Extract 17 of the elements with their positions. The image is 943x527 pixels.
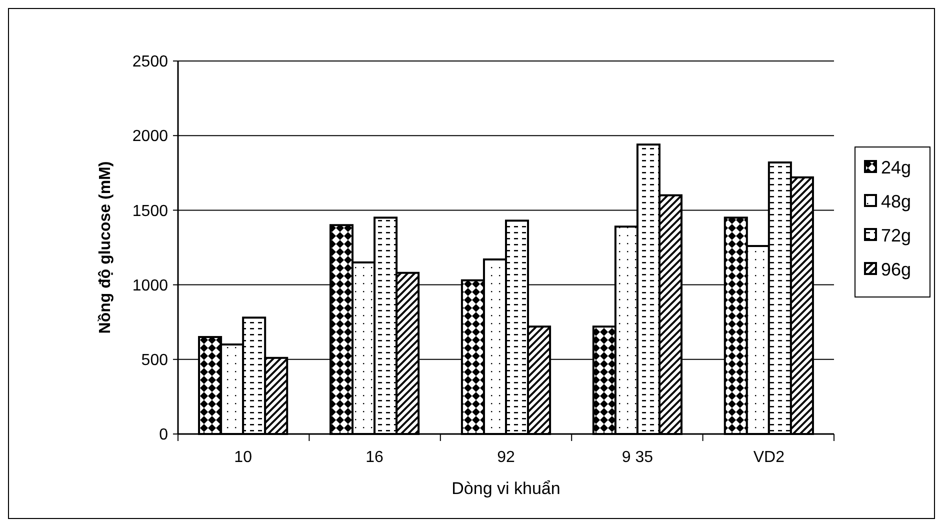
y-tick-label: 2500 <box>132 54 168 71</box>
x-axis-title: Dòng vi khuẩn <box>452 479 560 498</box>
x-tick-label: 10 <box>234 449 252 466</box>
y-tick-label: 2000 <box>132 128 168 146</box>
x-tick-label: 9 35 <box>622 449 654 466</box>
y-tick-label: 500 <box>141 352 168 369</box>
x-tick-label: 16 <box>366 449 384 466</box>
legend-label: 72g <box>881 225 912 246</box>
legend-label: 96g <box>881 259 912 280</box>
y-axis-title: Nồng độ glucose (mM) <box>97 161 114 334</box>
y-tick-label: 1500 <box>132 202 168 220</box>
x-tick-label: 92 <box>497 449 515 466</box>
y-tick-label: 1000 <box>132 277 168 294</box>
x-tick-label: VD2 <box>753 449 785 466</box>
legend-label: 48g <box>881 191 912 212</box>
y-tick-label: 0 <box>159 426 168 444</box>
legend-label: 24g <box>881 157 912 178</box>
